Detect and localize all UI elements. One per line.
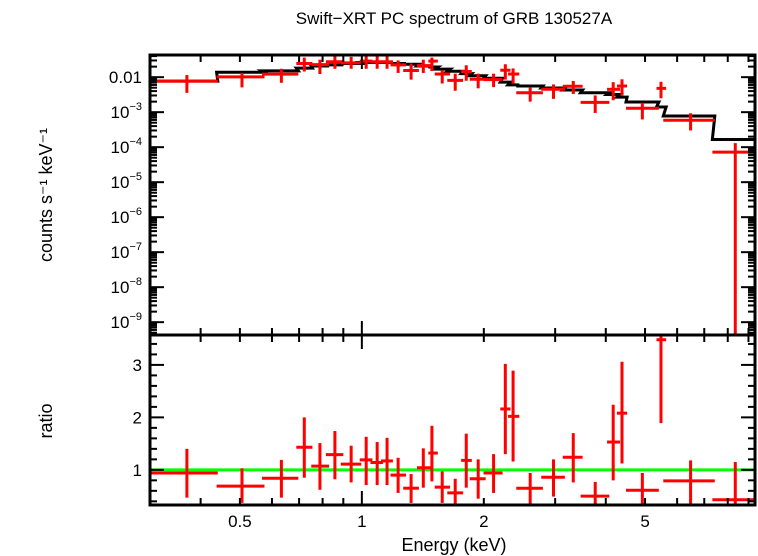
ratio-data-point	[562, 433, 583, 483]
y-tick-label: 1	[133, 461, 142, 480]
ratio-data-point	[403, 474, 419, 503]
spectrum-frame	[148, 53, 757, 337]
spectrum-data-point	[428, 57, 438, 71]
y-tick-label: 10−8	[111, 276, 142, 297]
ratio-data-point	[469, 459, 486, 499]
ratio-data-point	[607, 404, 620, 481]
ratio-data-point	[663, 460, 715, 505]
spectrum-data-point	[381, 55, 393, 69]
ratio-frame	[148, 333, 757, 507]
spectrum-data-point	[311, 59, 330, 75]
ratio-data-point	[616, 361, 628, 464]
spectrum-data-point	[625, 102, 659, 120]
spectrum-data-point	[461, 65, 472, 81]
spectrum-data-point	[447, 73, 464, 91]
spectrum-data-point	[712, 143, 755, 335]
ratio-data-point	[625, 472, 659, 505]
spectrum-data-point	[562, 80, 583, 95]
x-tick-label: 0.5	[228, 512, 252, 531]
ratio-data-point	[541, 459, 565, 497]
y-tick-label: 10−6	[111, 206, 142, 227]
y-tick-label: 10−3	[111, 101, 142, 122]
ratio-data-point	[370, 442, 384, 486]
x-tick-label: 1	[357, 512, 366, 531]
spectrum-data-point	[216, 72, 265, 88]
ratio-data-point	[483, 454, 503, 493]
ratio-data-point	[340, 445, 362, 483]
spectrum-panel: 0.01 10−3 10−4 10−5 10−6 10−7 10−8 10−9	[109, 53, 757, 337]
x-axis-label: Energy (keV)	[401, 535, 506, 555]
ratio-data-point	[416, 448, 432, 488]
ratio-data-point	[381, 437, 393, 486]
x-tick-label: 5	[640, 512, 649, 531]
spectrum-data-point	[325, 56, 344, 69]
spectrum-data-point	[500, 64, 511, 80]
ratio-panel: 0.5 1 2 5 1 2 3	[133, 333, 757, 531]
spectrum-data-point	[296, 57, 313, 72]
y-axis-label-ratio: ratio	[36, 403, 56, 438]
y-tick-label: 10−4	[111, 136, 142, 157]
ratio-data-point	[508, 370, 520, 462]
y-axis-label-counts: counts s⁻¹ keV⁻¹	[36, 128, 56, 262]
y-tick-label: 10−5	[111, 171, 142, 192]
spectrum-data-point	[508, 68, 520, 84]
ratio-data-point	[580, 481, 610, 505]
chart-title: Swift−XRT PC spectrum of GRB 130527A	[296, 9, 613, 28]
spectrum-data-point	[616, 79, 628, 96]
y-tick-label: 10−9	[111, 311, 142, 332]
ratio-data-point	[516, 472, 543, 505]
ratio-data-point	[359, 436, 373, 486]
ratio-data-point	[262, 459, 299, 498]
ratio-data-point	[434, 471, 451, 503]
spectrum-data-point	[483, 73, 503, 88]
ratio-data-point	[325, 431, 344, 480]
ratio-data-point	[150, 448, 218, 498]
spectrum-data-point	[340, 56, 362, 69]
ratio-data-point	[656, 335, 667, 424]
ratio-data-point	[390, 457, 406, 493]
spectrum-data-point	[390, 60, 406, 73]
y-tick-label: 2	[133, 408, 142, 427]
ratio-data-point	[461, 433, 472, 488]
ratio-data-point	[311, 443, 330, 490]
spectrum-data-point	[656, 81, 667, 99]
x-tick-label: 2	[479, 512, 488, 531]
spectrum-data-point	[403, 63, 419, 80]
spectrum-data-point	[541, 84, 565, 99]
spectrum-data-point	[469, 73, 486, 89]
spectrum-data-point	[434, 70, 451, 84]
spectrum-data-point	[150, 75, 218, 93]
ratio-data-point	[296, 417, 313, 478]
spectrum-data-point	[262, 68, 299, 83]
ratio-data-point	[500, 363, 511, 455]
spectrum-data-point	[607, 82, 620, 101]
spectrum-data-point	[663, 113, 715, 131]
ratio-data-point	[216, 468, 265, 503]
spectrum-data-point	[516, 87, 543, 102]
spectrum-data-point	[580, 95, 610, 113]
spectrum-data-point	[370, 56, 384, 69]
y-tick-label: 0.01	[109, 68, 142, 87]
y-tick-label: 10−7	[111, 241, 142, 262]
ratio-data-point	[447, 478, 464, 505]
spectrum-data-point	[416, 59, 432, 73]
ratio-data-point	[428, 425, 438, 482]
y-tick-label: 3	[133, 356, 142, 375]
